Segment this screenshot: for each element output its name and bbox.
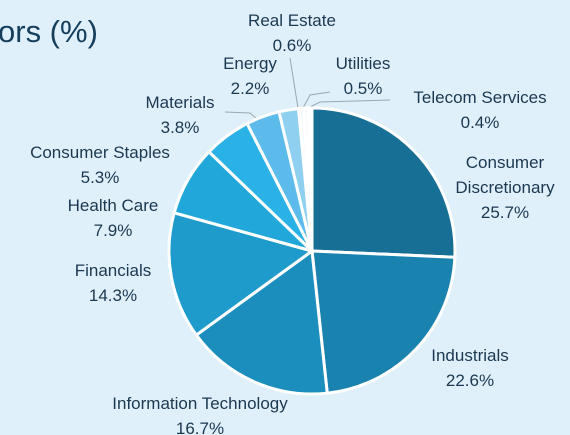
slice-label: Industrials 22.6% bbox=[431, 343, 508, 393]
leader-line bbox=[224, 111, 259, 121]
slice-label: Consumer Discretionary 25.7% bbox=[440, 150, 570, 225]
pie-slice bbox=[306, 106, 314, 252]
pie-slice bbox=[167, 210, 316, 338]
value-label: 2.2% bbox=[230, 79, 270, 98]
value-label: 22.6% bbox=[445, 371, 495, 390]
category-label: Financials bbox=[74, 261, 152, 280]
category-label: Health Care bbox=[67, 196, 159, 215]
pie-slice bbox=[310, 249, 457, 395]
category-label: Energy bbox=[223, 54, 277, 73]
category-label: Real Estate bbox=[248, 11, 336, 30]
category-label: Consumer Staples bbox=[30, 143, 170, 162]
category-label: Utilities bbox=[335, 54, 391, 73]
leader-line bbox=[307, 99, 391, 109]
category-label: Materials bbox=[145, 93, 215, 112]
slice-label: Information Technology 16.7% bbox=[112, 391, 287, 435]
value-label: 25.7% bbox=[480, 203, 530, 222]
category-label: Telecom Services bbox=[413, 88, 547, 107]
leader-lines bbox=[224, 57, 391, 121]
slice-label: Utilities 0.5% bbox=[336, 51, 391, 101]
leader-line bbox=[302, 91, 331, 109]
value-label: 5.3% bbox=[80, 168, 120, 187]
value-label: 0.6% bbox=[272, 36, 312, 55]
slice-label: Materials 3.8% bbox=[146, 90, 215, 140]
leader-line bbox=[289, 57, 299, 109]
chart-title: ors (%) bbox=[0, 14, 98, 49]
slice-label: Real Estate 0.6% bbox=[248, 8, 336, 58]
value-label: 0.4% bbox=[460, 113, 500, 132]
value-label: 3.8% bbox=[160, 118, 200, 137]
pie-slice bbox=[194, 248, 329, 396]
category-label: Information Technology bbox=[112, 394, 288, 413]
category-label: Consumer Discretionary bbox=[455, 153, 555, 197]
value-label: 7.9% bbox=[93, 221, 133, 240]
slice-label: Telecom Services 0.4% bbox=[413, 85, 546, 135]
category-label: Industrials bbox=[431, 346, 509, 365]
slice-label: Consumer Staples 5.3% bbox=[30, 140, 170, 190]
value-label: 16.7% bbox=[175, 419, 225, 435]
slice-label: Financials 14.3% bbox=[75, 258, 152, 308]
value-label: 0.5% bbox=[343, 79, 383, 98]
slice-label: Health Care 7.9% bbox=[68, 193, 159, 243]
pie-slice bbox=[310, 106, 457, 259]
value-label: 14.3% bbox=[88, 286, 138, 305]
slice-label: Energy 2.2% bbox=[223, 51, 277, 101]
